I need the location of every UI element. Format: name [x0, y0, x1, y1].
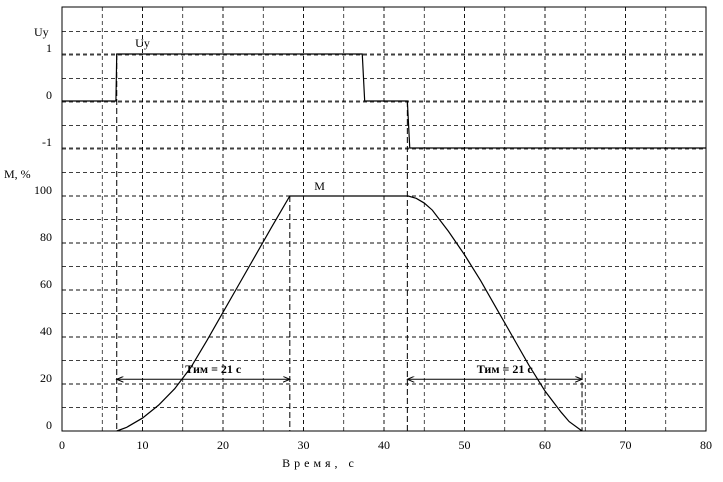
x-tick-label: 50: [459, 438, 471, 452]
x-axis-label: Время, с: [282, 456, 358, 470]
x-tick-label: 60: [539, 438, 551, 452]
x-tick-label: 40: [378, 438, 390, 452]
y2-tick-label: 0: [46, 88, 52, 102]
x-tick-label: 70: [620, 438, 632, 452]
series-label: Uy: [135, 36, 150, 50]
y2-tick-label: -1: [42, 135, 52, 149]
y2-axis-label: Uy: [34, 25, 49, 39]
y-tick-label: 80: [40, 230, 52, 244]
y-tick-label: 20: [40, 371, 52, 385]
y-tick-label: 40: [40, 324, 52, 338]
y-tick-label: 60: [40, 277, 52, 291]
annotation: Тим = 21 с: [477, 362, 534, 376]
x-tick-label: 30: [298, 438, 310, 452]
series-label: M: [314, 179, 325, 193]
series-line: [62, 53, 706, 149]
x-tick-label: 80: [700, 438, 712, 452]
x-tick-label: 10: [137, 438, 149, 452]
series-line: [116, 195, 583, 432]
y-tick-label: 100: [34, 183, 52, 197]
y2-tick-label: 1: [46, 41, 52, 55]
y-axis-label: M, %: [4, 167, 31, 181]
x-tick-label: 0: [59, 438, 65, 452]
x-tick-label: 20: [217, 438, 229, 452]
y-tick-label: 0: [46, 418, 52, 432]
annotation: Тим = 21 с: [185, 362, 242, 376]
